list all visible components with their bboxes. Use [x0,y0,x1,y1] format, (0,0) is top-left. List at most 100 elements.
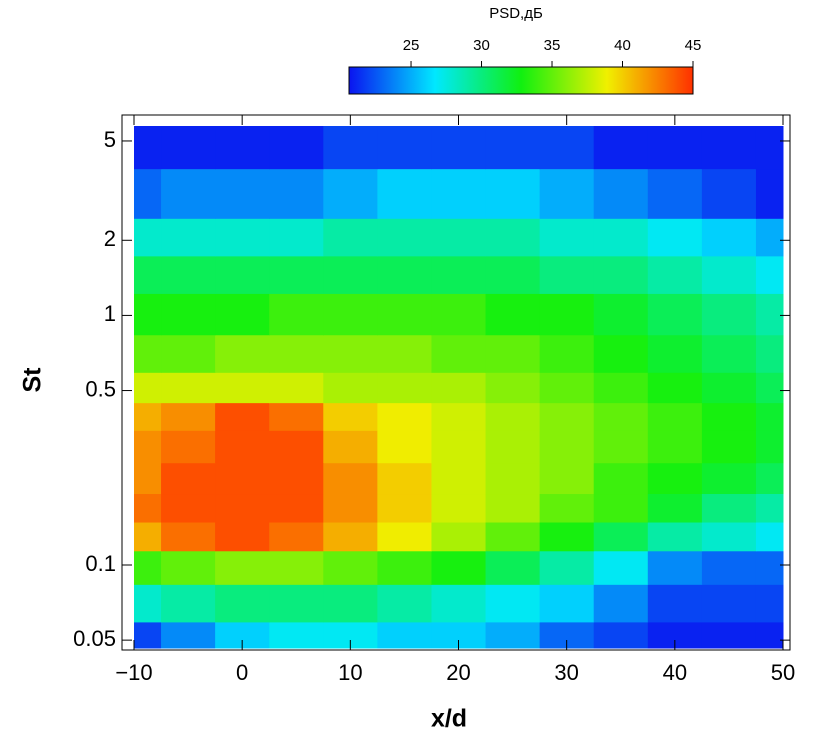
heat-cell [647,293,703,336]
heat-cell [377,402,432,431]
heat-cell [593,255,649,294]
heat-cell [593,126,649,170]
heat-cell [539,218,595,257]
heat-cell [269,168,324,219]
heat-cell [485,584,541,623]
heat-cell [377,126,432,170]
heat-cell [215,218,270,257]
heat-cell [431,550,487,585]
heat-cell [755,493,784,523]
heat-cell [215,126,270,170]
heat-cell [377,218,432,257]
heat-cell [215,550,270,585]
heat-cell [431,462,487,495]
heat-cell [701,334,757,373]
heat-cell [539,584,595,623]
heat-cell [323,462,378,495]
heat-cell [539,168,595,219]
heat-cell [134,462,162,495]
heat-cell [539,493,595,523]
heat-cell [701,168,757,219]
heat-cell [215,168,270,219]
y-tick-label: 5 [104,127,116,152]
heat-cell [323,218,378,257]
heat-cell [647,126,703,170]
heat-cell [161,334,216,373]
heat-cell [539,402,595,431]
heat-cell [485,462,541,495]
heat-cell [431,255,487,294]
heat-cell [431,334,487,373]
heat-cell [134,372,162,404]
heat-cell [215,430,270,464]
heat-cell [323,372,378,404]
heat-cell [539,334,595,373]
heat-cell [755,334,784,373]
heat-cell [593,334,649,373]
heat-cell [161,218,216,257]
heat-cell [701,430,757,464]
heat-cell [755,126,784,170]
heat-cell [701,218,757,257]
heat-cell [323,550,378,585]
heat-cell [701,255,757,294]
heat-cell [161,493,216,523]
heat-cell [647,168,703,219]
y-tick-label: 0.1 [85,551,116,576]
x-tick-label: 10 [338,660,362,685]
colorbar-tick-label: 25 [403,37,420,54]
heat-cell [701,550,757,585]
heat-cell [269,334,324,373]
heat-cell [323,522,378,552]
heat-cell [485,126,541,170]
heat-cell [269,402,324,431]
heat-cell [377,621,432,649]
heat-cell [431,430,487,464]
heat-cell [134,621,162,649]
heat-cell [215,462,270,495]
heat-cell [161,462,216,495]
heat-cell [431,293,487,336]
heat-cell [755,462,784,495]
heat-cell [701,621,757,649]
heat-cell [134,493,162,523]
heat-cell [323,584,378,623]
heat-cell [485,255,541,294]
heat-cell [755,372,784,404]
heat-cell [539,126,595,170]
heat-cell [755,293,784,336]
heat-cell [431,584,487,623]
heat-cell [431,493,487,523]
heat-cell [593,550,649,585]
heat-cell [161,522,216,552]
heat-cell [485,493,541,523]
heat-cell [161,168,216,219]
heat-cell [377,550,432,585]
heat-cell [134,255,162,294]
heat-cell [215,402,270,431]
heat-cell [377,372,432,404]
heat-cell [134,550,162,585]
heat-cell [485,621,541,649]
heat-cell [215,493,270,523]
heat-cell [647,584,703,623]
plot-frame [121,114,791,651]
heat-cell [134,126,162,170]
heat-cell [323,430,378,464]
heat-cell [269,126,324,170]
heat-cell [134,168,162,219]
heat-cell [323,493,378,523]
heat-cell [539,255,595,294]
y-tick-label: 0.5 [85,376,116,401]
heat-cell [539,522,595,552]
heat-cell [485,402,541,431]
heat-cell [647,493,703,523]
heat-cell [269,621,324,649]
heat-cell [269,550,324,585]
heat-cell [134,402,162,431]
heat-cell [377,462,432,495]
heat-cell [377,584,432,623]
heat-cell [593,462,649,495]
heat-cell [134,218,162,257]
